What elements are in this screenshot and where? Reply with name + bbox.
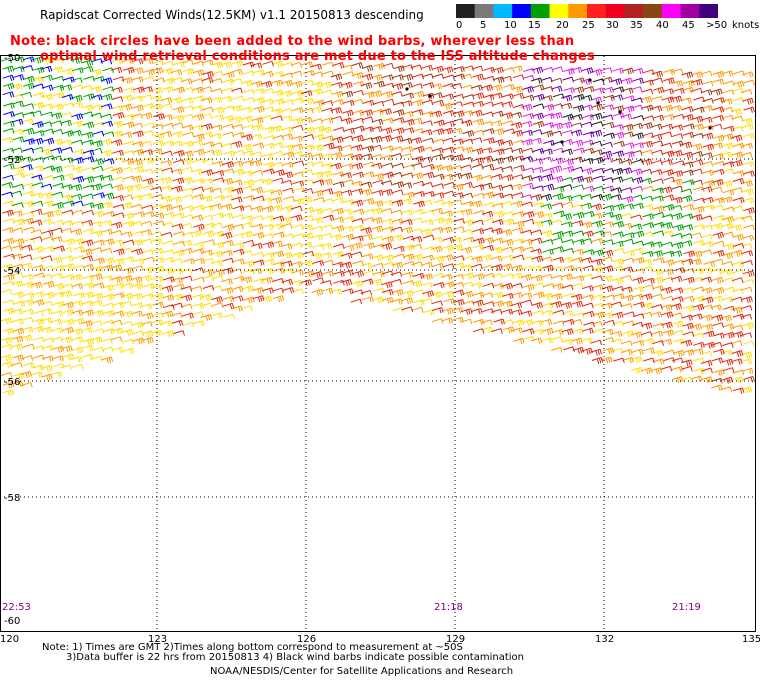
notice-line-1: Note: black circles have been added to t… [10,34,575,49]
time-labels: 22:53 21:18 21:19 [2,602,701,613]
latitude-label: -60 [4,616,20,627]
legend-label: 5 [480,20,487,31]
legend-label: >50 [706,20,728,31]
legend-swatch [530,4,551,18]
wind-barbs-g [0,56,695,258]
legend-label: 35 [630,20,643,31]
legend-label: 45 [682,20,695,31]
wind-barbs-k [530,77,645,201]
flag-circle [428,94,432,98]
map-title: Rapidscat Corrected Winds(12.5KM) v1.1 2… [40,8,424,22]
wind-barbs-bl [1,56,115,207]
latitude-label: -54 [4,266,20,277]
legend-swatch [699,4,719,18]
flag-circle [708,126,712,130]
footer-note-1: Note: 1) Times are GMT 2)Times along bot… [42,642,463,653]
legend-label: 20 [556,20,569,31]
map-frame [0,55,756,632]
legend-color-bar [456,4,719,18]
notice-line-2: optimal wind retrieval conditions are me… [40,49,595,64]
wind-barb-field [0,56,755,397]
latitude-label: -50 [4,53,20,64]
wind-barbs-m [520,66,644,203]
latitude-label: -58 [4,493,20,504]
longitude-label: 135 [742,634,760,645]
legend-swatch [587,4,607,18]
flag-circle [405,87,409,91]
legend-label: 15 [528,20,541,31]
legend-swatch [680,4,700,18]
longitude-label: 132 [595,634,614,645]
longitude-label: 129 [446,634,465,645]
legend-unit: knots [732,20,760,31]
legend-swatch [643,4,663,18]
flag-circle [596,101,600,105]
time-label: 21:18 [434,602,463,613]
longitude-label: 120 [0,634,19,645]
time-label: 21:19 [672,602,701,613]
legend-swatch [456,4,476,18]
longitude-labels: 120 123 126 129 132 135 [0,634,760,645]
legend-swatch [512,4,532,18]
flag-circle [560,140,564,144]
wind-barbs-b [330,62,723,201]
legend-label: 30 [606,20,619,31]
legend-label: 0 [456,20,463,31]
wind-barbs-o [0,58,755,393]
legend-swatch [474,4,494,18]
legend-swatch [568,4,588,18]
legend-swatch [605,4,625,18]
latitude-labels: -50 -52 -54 -56 -58 -60 [4,53,20,627]
legend-swatch [624,4,644,18]
longitude-label: 126 [297,634,316,645]
legend-swatch [661,4,682,18]
map-grid [0,56,756,632]
footer-credit: NOAA/NESDIS/Center for Satellite Applica… [210,666,514,677]
legend-label: 40 [656,20,669,31]
latitude-label: -56 [4,377,20,388]
flag-circle [588,78,592,82]
wind-barbs-p [521,66,644,193]
time-label: 22:53 [2,602,31,613]
longitude-label: 123 [148,634,167,645]
flag-circle [618,110,622,114]
latitude-label: -52 [4,155,20,166]
footer-note-2: 3)Data buffer is 22 hrs from 20150813 4)… [66,652,524,663]
wind-barbs-r [2,58,755,394]
legend-swatch [493,4,513,18]
wind-speed-legend: 0 5 10 15 20 25 30 35 40 45 >50 knots [456,3,759,31]
legend-swatch [549,4,569,18]
legend-label: 25 [582,20,595,31]
legend-label: 10 [504,20,517,31]
wind-barbs-y [0,57,755,397]
